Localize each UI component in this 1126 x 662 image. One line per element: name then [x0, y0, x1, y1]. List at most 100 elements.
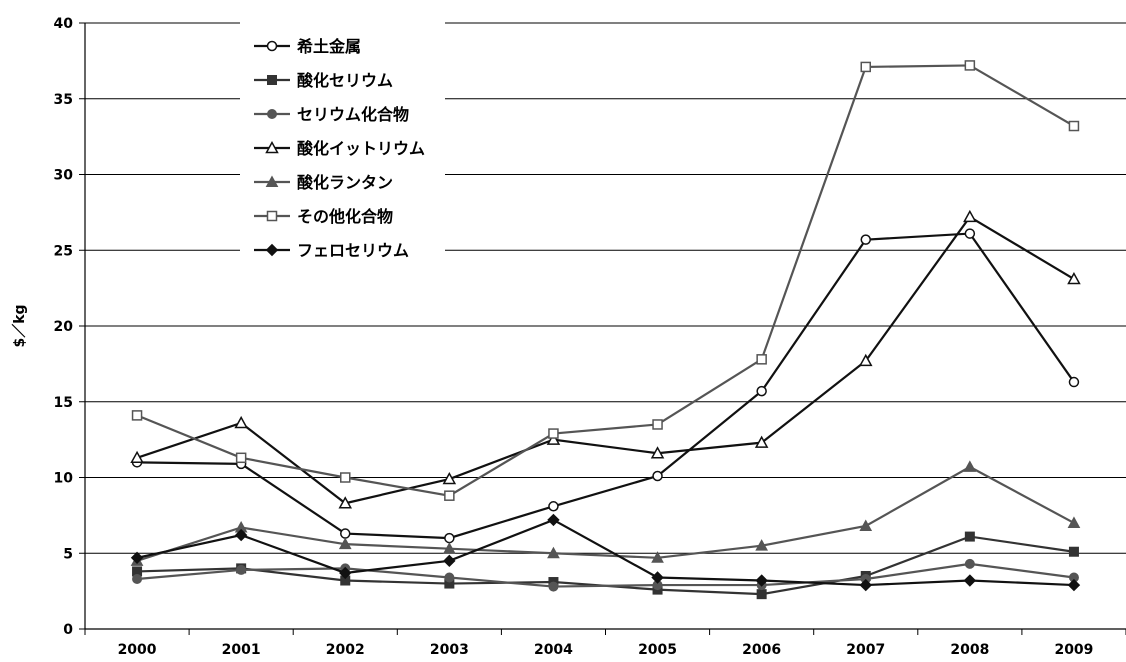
y-axis-label: $／kg [12, 304, 28, 347]
legend-marker [265, 175, 279, 187]
data-point [340, 472, 351, 483]
y-tick-label: 40 [54, 16, 74, 32]
legend-label: 酸化セリウム [297, 71, 393, 90]
series-6 [131, 60, 1080, 501]
data-point [235, 452, 247, 464]
data-point [546, 432, 561, 445]
data-point [444, 490, 455, 501]
data-point [548, 501, 559, 512]
series-line [137, 232, 1075, 540]
y-tick-label: 5 [63, 546, 73, 562]
x-tick-label: 2008 [950, 642, 989, 658]
legend-label: 酸化イットリウム [297, 139, 425, 158]
x-tick-label: 2006 [742, 642, 781, 658]
data-point [547, 513, 560, 527]
data-point [963, 460, 977, 472]
data-point [340, 528, 351, 539]
data-point [651, 551, 664, 563]
data-point [1067, 516, 1081, 528]
data-point [547, 546, 560, 559]
data-point [964, 531, 975, 542]
data-point [236, 564, 247, 575]
data-point [756, 354, 767, 365]
legend-item: 希土金属 [254, 37, 361, 56]
data-point [755, 574, 768, 587]
data-point [1067, 271, 1081, 285]
data-point [860, 61, 871, 73]
data-point [756, 385, 767, 397]
x-tick-label: 2007 [846, 642, 885, 658]
data-point [444, 572, 455, 583]
data-point [130, 551, 144, 565]
data-point [651, 571, 664, 584]
data-point [858, 353, 873, 367]
data-point [339, 566, 352, 580]
series-1 [131, 228, 1080, 544]
legend-marker [266, 210, 278, 222]
series-line [136, 465, 1075, 562]
x-tick-label: 2001 [222, 642, 261, 658]
series-line [136, 562, 1075, 588]
series-4 [130, 209, 1081, 509]
data-point [755, 539, 768, 551]
legend-label: セリウム化合物 [297, 105, 409, 124]
data-point [338, 537, 352, 550]
data-point [443, 554, 456, 568]
legend-marker [266, 40, 278, 52]
series-2 [132, 531, 1079, 600]
data-point [338, 496, 353, 509]
x-tick-label: 2004 [534, 642, 573, 658]
series-group [130, 60, 1081, 600]
series-5 [130, 460, 1081, 566]
data-point [652, 419, 663, 430]
legend-item: 酸化ランタン [254, 173, 393, 192]
y-tick-label: 35 [54, 92, 73, 108]
series-line [136, 64, 1075, 497]
legend: 希土金属酸化セリウムセリウム化合物酸化イットリウム酸化ランタンその他化合物フェロ… [240, 16, 445, 260]
legend-item: 酸化セリウム [254, 71, 393, 90]
data-point [443, 542, 456, 554]
x-tick-label: 2000 [118, 642, 157, 658]
y-tick-label: 10 [54, 471, 74, 487]
x-tick-label: 2003 [430, 642, 469, 658]
data-point [964, 60, 976, 71]
legend-marker [267, 75, 277, 85]
y-tick-label: 25 [54, 243, 73, 259]
data-point [1067, 578, 1081, 592]
y-tick-label: 0 [63, 622, 73, 638]
data-point [444, 532, 455, 544]
x-tick-label: 2002 [326, 642, 365, 658]
legend-item: セリウム化合物 [254, 105, 409, 124]
data-point [860, 234, 871, 245]
data-point [964, 558, 975, 569]
y-tick-label: 15 [54, 395, 73, 411]
data-point [548, 428, 559, 439]
data-point [963, 574, 977, 587]
legend-label: 酸化ランタン [297, 173, 393, 192]
data-point [652, 470, 663, 482]
data-point [963, 209, 977, 223]
x-tick-label: 2005 [638, 642, 677, 658]
legend-label: 希土金属 [297, 37, 361, 56]
y-tick-label: 30 [54, 168, 74, 184]
data-point [756, 589, 767, 600]
data-point [132, 574, 143, 585]
legend-item: 酸化イットリウム [254, 139, 425, 158]
legend-marker [265, 140, 279, 154]
data-point [964, 228, 976, 239]
data-point [442, 471, 457, 485]
data-point [859, 519, 873, 531]
x-tick-label: 2009 [1054, 642, 1093, 658]
legend-marker [267, 109, 277, 119]
legend-marker [265, 243, 279, 257]
legend-label: フェロセリウム [297, 241, 409, 260]
data-point [130, 450, 144, 464]
series-line [136, 518, 1074, 587]
legend-item: その他化合物 [254, 207, 393, 226]
axes [79, 22, 1126, 635]
legend-item: フェロセリウム [254, 241, 409, 260]
series-3 [132, 558, 1079, 592]
y-tick-label: 20 [54, 319, 74, 335]
series-line [136, 215, 1075, 505]
